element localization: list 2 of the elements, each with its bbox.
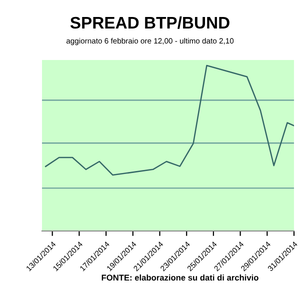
chart-title: SPREAD BTP/BUND: [70, 16, 230, 29]
source-note: FONTE: elaborazione su dati di archivio: [102, 274, 258, 281]
